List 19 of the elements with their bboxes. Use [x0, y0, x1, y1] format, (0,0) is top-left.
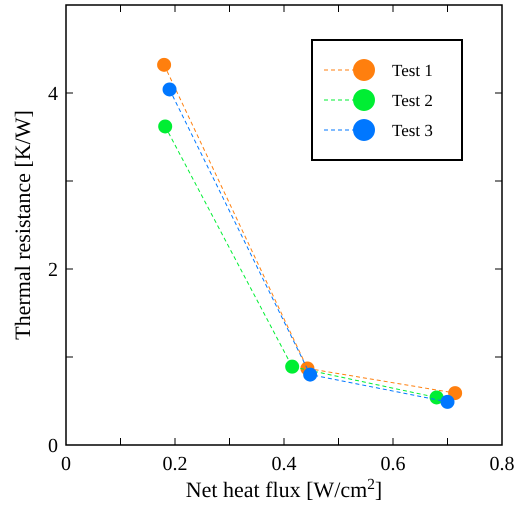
y-axis-title: Thermal resistance [K/W]	[10, 110, 35, 340]
x-tick-label: 0.4	[272, 453, 296, 475]
x-axis-title: Net heat flux [W/cm$^{2}$]	[186, 476, 382, 502]
point	[440, 394, 454, 409]
legend-label: Test 2	[392, 91, 433, 110]
y-tick-label: 2	[48, 259, 58, 281]
y-tick-label: 0	[48, 435, 58, 457]
point	[162, 82, 177, 96]
point	[157, 58, 172, 72]
point	[448, 386, 462, 400]
x-tick-label: 0.8	[490, 453, 514, 475]
x-tick-label: 0.6	[380, 453, 406, 475]
point	[158, 119, 172, 134]
x-tick-label: 0.2	[162, 453, 188, 475]
point	[303, 368, 318, 382]
point	[285, 360, 300, 374]
legend-label: Test 1	[392, 61, 433, 80]
legend-label: Test 3	[392, 121, 433, 140]
y-tick-label: 4	[48, 83, 58, 105]
